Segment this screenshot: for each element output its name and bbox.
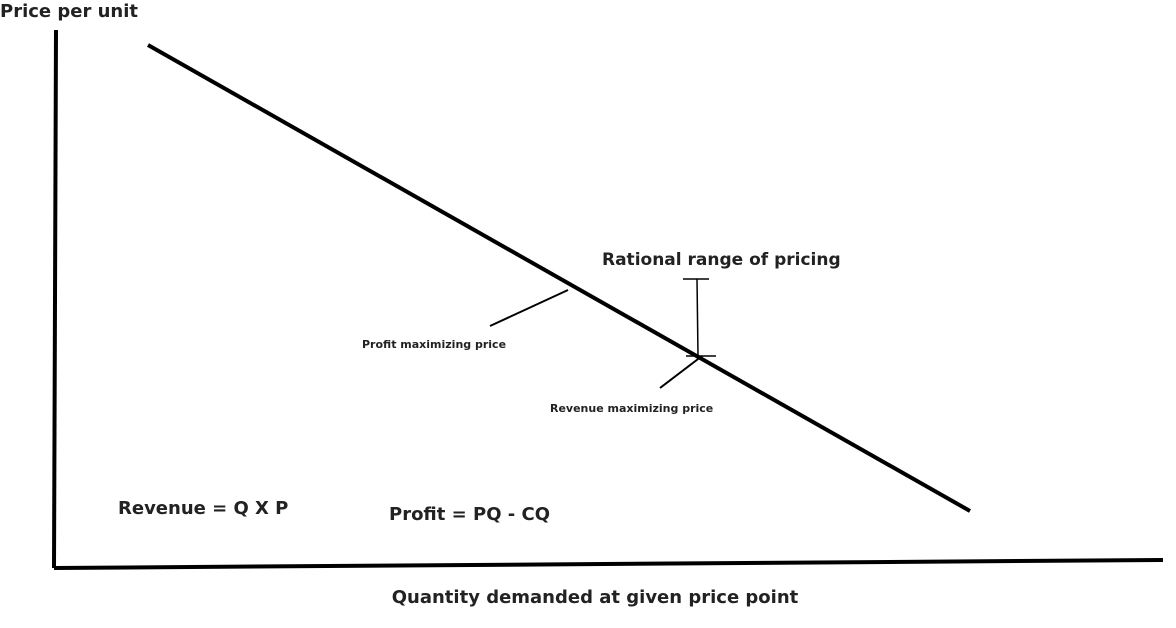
demand-line <box>147 43 971 513</box>
profit-formula: Profit = PQ - CQ <box>389 504 550 525</box>
range-bracket <box>696 278 699 357</box>
profit-max-label: Profit maximizing price <box>362 338 506 351</box>
profit-pointer <box>489 289 569 327</box>
revenue-max-label: Revenue maximizing price <box>550 402 713 415</box>
x-axis-label: Quantity demanded at given price point <box>392 587 799 608</box>
y-axis <box>52 29 58 569</box>
revenue-pointer <box>659 355 703 389</box>
revenue-formula: Revenue = Q X P <box>118 498 288 519</box>
y-axis-label: Price per unit <box>0 1 138 22</box>
x-axis <box>53 558 1164 570</box>
rational-range-label: Rational range of pricing <box>602 250 841 270</box>
